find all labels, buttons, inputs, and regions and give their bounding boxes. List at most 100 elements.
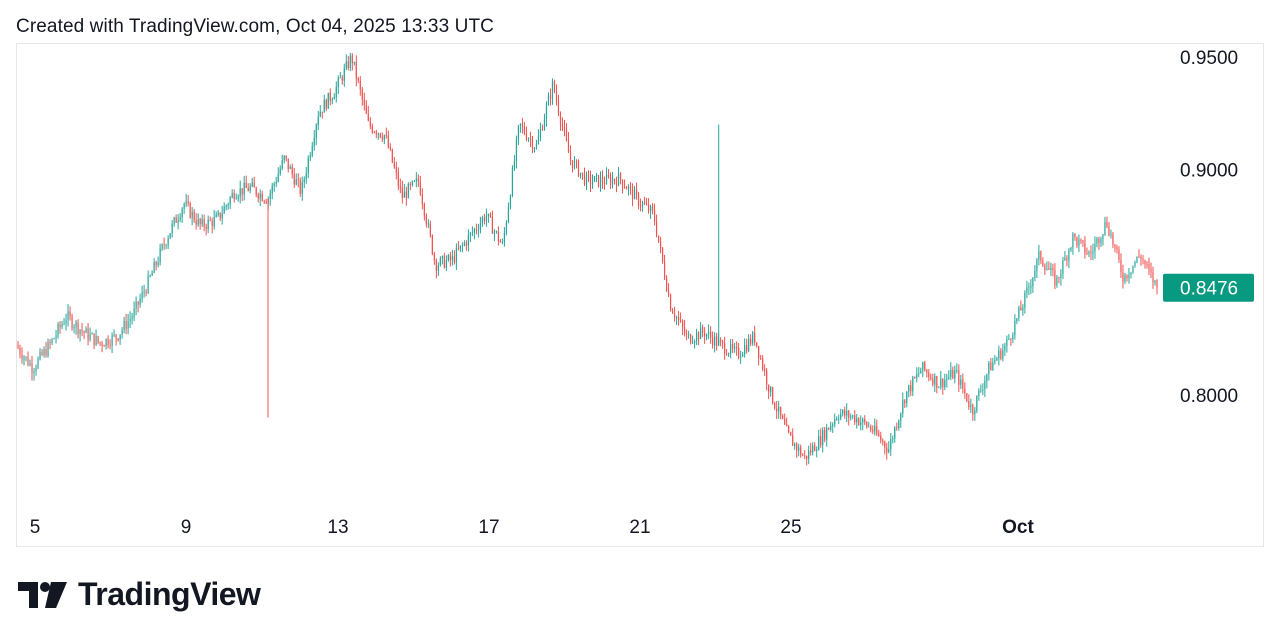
candle-body [27, 356, 29, 366]
candle-body [23, 357, 25, 360]
candle-body [786, 424, 788, 427]
candle-body [1008, 338, 1010, 340]
candle-body [227, 204, 229, 206]
candle-body [1126, 274, 1128, 279]
candle-body [617, 173, 620, 186]
candle-body [742, 354, 744, 357]
candle-body [637, 193, 640, 206]
tradingview-logo-icon [18, 581, 67, 608]
candle-body [639, 205, 642, 207]
candle-body [83, 331, 85, 333]
candle-body [437, 265, 439, 271]
candle-body [549, 95, 552, 99]
candle-body [740, 356, 742, 358]
candle-body [381, 136, 383, 140]
candle-body [1152, 272, 1154, 283]
candle-body [710, 331, 712, 338]
candle-body [427, 223, 429, 225]
candle-body [1088, 252, 1090, 254]
candle-body [55, 335, 57, 339]
candle-body [341, 77, 343, 81]
candle-body [1142, 259, 1144, 261]
candle-body [139, 298, 141, 305]
candle-body [894, 427, 896, 439]
candle-body [1016, 318, 1018, 322]
candle-body [681, 320, 684, 328]
candle-body [1024, 292, 1026, 308]
candle-body [619, 173, 622, 180]
candle-body [697, 332, 700, 340]
candle-body [365, 104, 367, 114]
candle-body [77, 322, 79, 334]
candle-body [621, 179, 624, 188]
candle-body [543, 119, 546, 130]
candle-body [327, 92, 329, 109]
candle-body [361, 89, 363, 100]
candle-body [852, 415, 854, 417]
candle-body [1116, 247, 1118, 250]
candle-body [802, 455, 804, 457]
candle-body [67, 311, 69, 320]
candle-body [814, 445, 816, 452]
candle-body [309, 155, 311, 159]
candle-body [229, 197, 231, 205]
candle-body [942, 378, 944, 388]
candle-body [693, 340, 696, 343]
candle-body [679, 320, 682, 321]
candle-body [1096, 238, 1098, 244]
candle-body [605, 174, 608, 184]
candle-body [375, 132, 377, 135]
candle-body [1064, 257, 1066, 261]
candle-body [531, 139, 534, 149]
candle-body [730, 344, 732, 354]
candle-body [231, 193, 233, 198]
candle-body [465, 242, 467, 246]
candle-body [123, 320, 125, 330]
candle-body [960, 379, 962, 385]
candle-body [555, 91, 558, 101]
candle-body [221, 213, 223, 219]
candle-body [329, 92, 331, 101]
candle-body [1132, 265, 1134, 273]
candle-body [363, 99, 365, 105]
candle-body [1040, 251, 1042, 261]
candle-body [359, 80, 361, 90]
candle-body [922, 361, 924, 371]
candle-body [962, 379, 964, 389]
candle-body [291, 166, 293, 175]
candle-body [812, 445, 814, 453]
candle-body [137, 301, 139, 305]
candle-body [824, 430, 826, 440]
candle-body [203, 219, 205, 227]
candle-body [417, 178, 419, 182]
candle-body [972, 404, 974, 415]
candle-body [1076, 237, 1078, 246]
candle-body [109, 345, 111, 346]
candle-body [305, 173, 307, 180]
chart-frame [16, 43, 1264, 547]
tradingview-logo[interactable]: TradingView [18, 576, 261, 613]
candle-body [451, 256, 453, 261]
candle-body [936, 376, 938, 388]
candle-body [635, 189, 638, 194]
candle-body [161, 244, 163, 249]
candle-body [191, 211, 193, 218]
candle-body [848, 411, 850, 418]
candle-body [611, 179, 614, 185]
candle-body [1002, 349, 1004, 359]
candle-body [29, 363, 31, 366]
candle-body [583, 172, 586, 185]
candle-body [199, 218, 201, 225]
candle-body [1098, 238, 1100, 244]
candle-body [708, 331, 710, 335]
candle-body [870, 426, 872, 430]
candle-body [449, 255, 451, 261]
x-tick-label: 17 [478, 517, 499, 538]
candle-body [165, 245, 167, 246]
candle-body [405, 191, 407, 199]
candle-body [862, 418, 864, 423]
candle-body [433, 253, 435, 261]
candle-body [447, 255, 449, 261]
candle-body [994, 360, 996, 363]
